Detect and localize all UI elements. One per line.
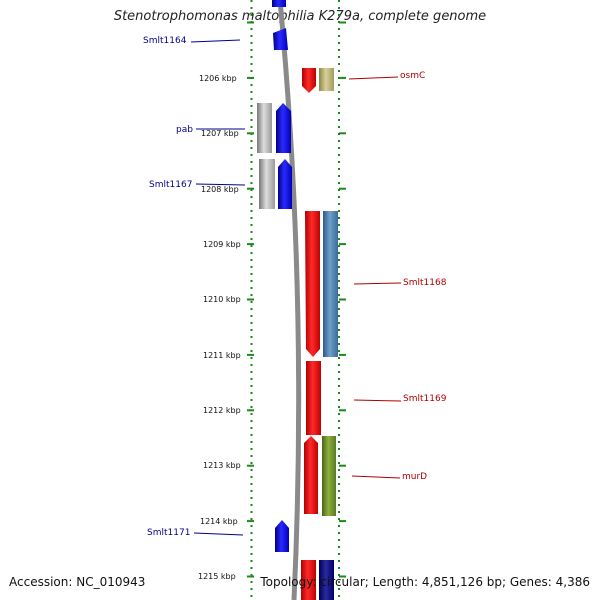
gene-smlt1167-grey bbox=[259, 159, 275, 209]
gene-smlt1164-arrow bbox=[272, 0, 286, 7]
gene-smlt1168-steel bbox=[323, 211, 338, 357]
gene-next-red bbox=[301, 560, 316, 600]
gene-smlt1171-arrow bbox=[275, 520, 289, 552]
genome-stats-text: Topology: circular; Length: 4,851,126 bp… bbox=[260, 575, 590, 589]
genome-title: Stenotrophomonas maltophilia K279a, comp… bbox=[113, 9, 487, 24]
gene-label-smlt1167[interactable]: Smlt1167 bbox=[149, 180, 192, 190]
kbp-label: 1209 kbp bbox=[203, 240, 241, 249]
gene-label-osmc[interactable]: osmC bbox=[400, 71, 425, 81]
leader-line bbox=[353, 282, 402, 285]
gene-next-navy bbox=[319, 560, 334, 600]
gene-smlt1169-red bbox=[306, 361, 321, 435]
leader-line bbox=[353, 399, 402, 402]
kbp-label: 1213 kbp bbox=[203, 461, 241, 470]
leader-line bbox=[351, 475, 401, 479]
gene-smlt1168-arrow bbox=[305, 211, 320, 357]
leader-line bbox=[193, 532, 244, 536]
gene-label-smlt1171[interactable]: Smlt1171 bbox=[147, 528, 190, 538]
gene-murd-arrow bbox=[304, 436, 318, 514]
gene-label-pab[interactable]: pab bbox=[176, 125, 193, 135]
leader-line bbox=[348, 76, 399, 80]
gene-label-smlt1168[interactable]: Smlt1168 bbox=[403, 278, 447, 288]
kbp-label: 1208 kbp bbox=[201, 185, 239, 194]
kbp-label: 1207 kbp bbox=[201, 129, 239, 138]
kbp-label: 1214 kbp bbox=[200, 517, 238, 526]
gene-pab-arrow bbox=[276, 103, 291, 153]
accession-text: Accession: NC_010943 bbox=[9, 575, 146, 589]
kbp-label: 1215 kbp bbox=[198, 572, 236, 581]
kbp-label: 1212 kbp bbox=[203, 406, 241, 415]
gene-murd-olive bbox=[322, 436, 336, 516]
ruler-ticks bbox=[247, 21, 346, 578]
gene-smlt1167-arrow bbox=[278, 159, 292, 209]
kbp-label: 1210 kbp bbox=[203, 295, 241, 304]
leader-line bbox=[190, 39, 241, 43]
gene-label-murd[interactable]: murD bbox=[402, 472, 427, 482]
leader-line bbox=[195, 183, 246, 186]
gene-smlt1164b-arrow bbox=[273, 28, 288, 50]
kbp-label: 1211 kbp bbox=[203, 351, 241, 360]
kbp-label: 1206 kbp bbox=[199, 74, 237, 83]
gene-osmc-khaki bbox=[319, 68, 334, 91]
gene-label-smlt1169[interactable]: Smlt1169 bbox=[403, 394, 447, 404]
genome-backbone bbox=[277, 0, 302, 600]
gene-osmc-arrow bbox=[302, 68, 316, 93]
gene-pab-grey bbox=[257, 103, 272, 153]
gene-label-smlt1164[interactable]: Smlt1164 bbox=[143, 36, 187, 46]
